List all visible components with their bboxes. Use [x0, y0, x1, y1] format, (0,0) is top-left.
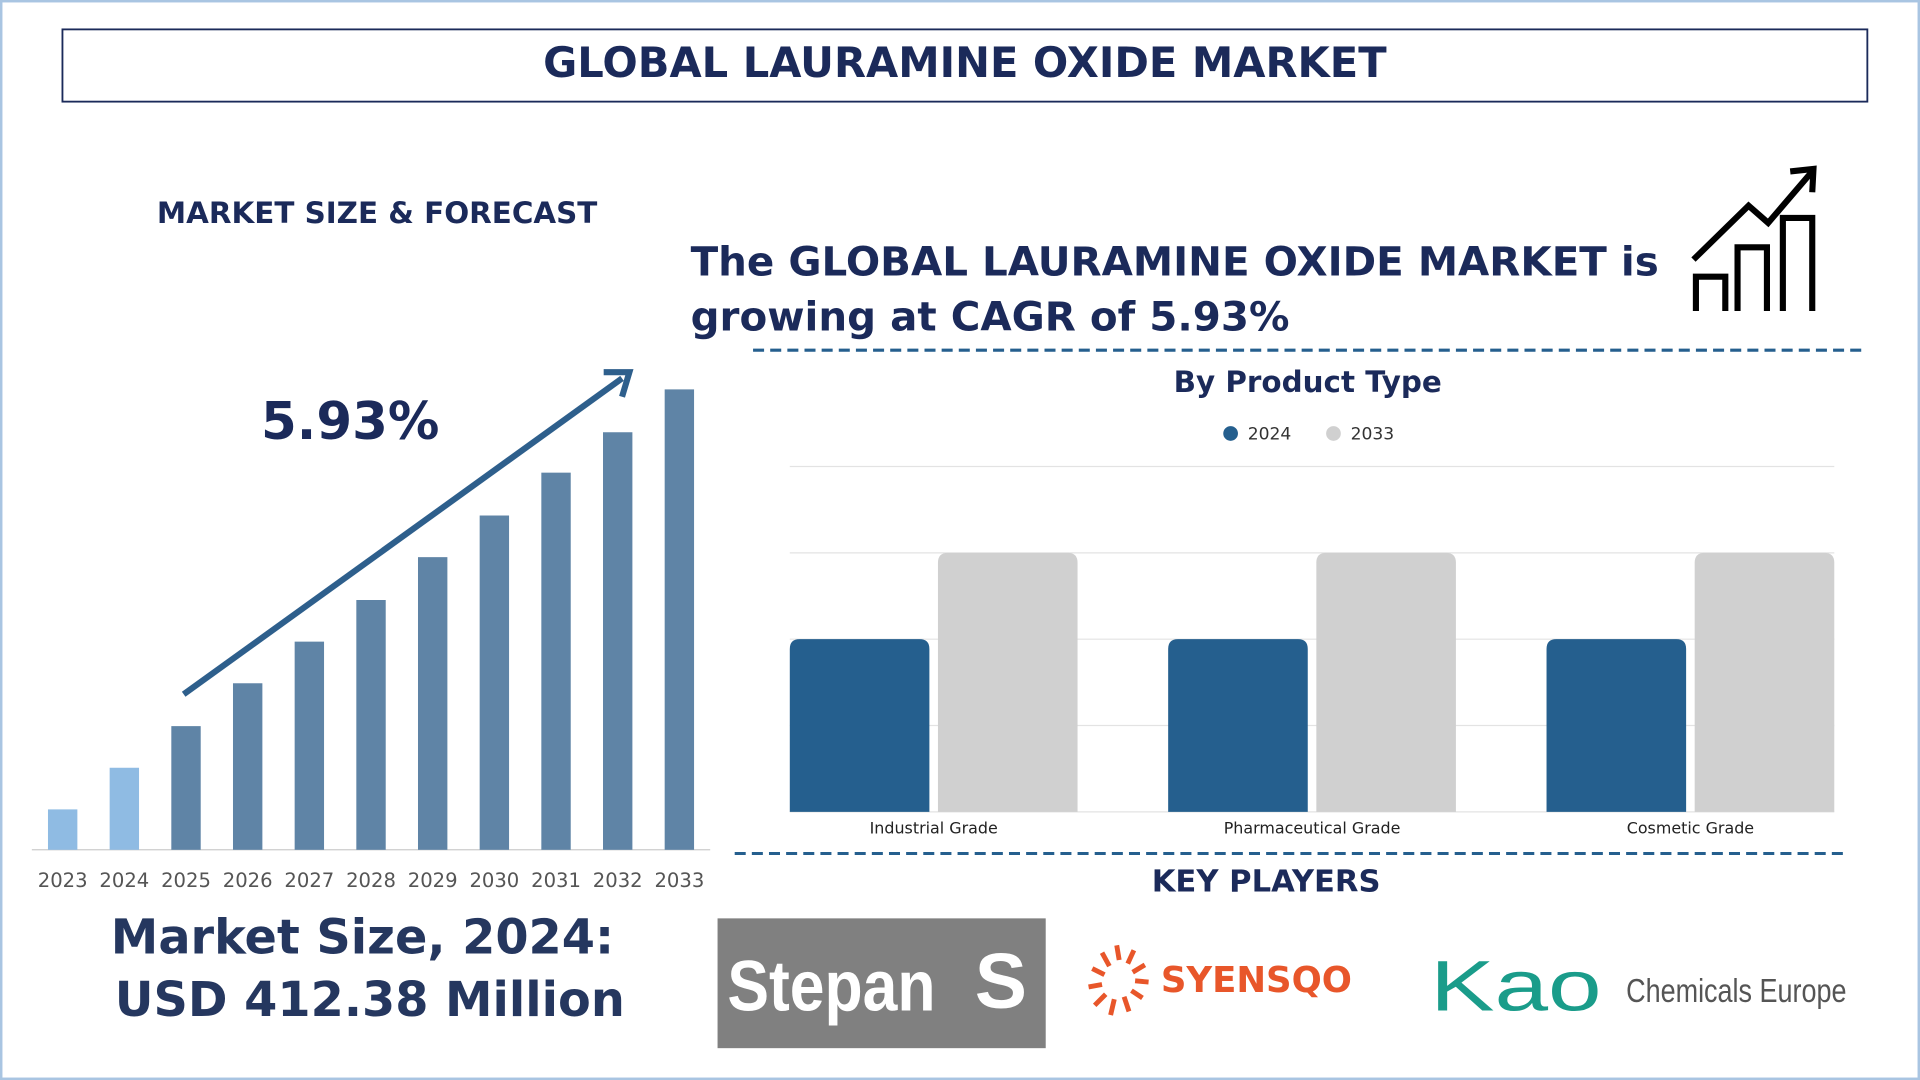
header-box — [61, 28, 1869, 103]
bar — [417, 557, 448, 850]
bar — [937, 552, 1078, 812]
x-tick-label: 2032 — [593, 869, 643, 892]
cagr-annotation: 5.93% — [261, 392, 439, 452]
legend-swatch — [1326, 426, 1341, 441]
trend-arrow — [181, 375, 624, 697]
market-size: USD 412.38 Million — [115, 973, 625, 1028]
x-tick-label: 2033 — [654, 869, 704, 892]
x-tick-label: 2030 — [469, 869, 519, 892]
logo-text: Kao — [1430, 948, 1601, 1027]
x-tick-label: Pharmaceutical Grade — [1224, 818, 1401, 837]
bar — [232, 683, 263, 850]
x-tick-label: Cosmetic Grade — [1627, 818, 1754, 837]
bar — [1168, 639, 1308, 812]
logo-text: SYENSQO — [1161, 960, 1352, 1001]
growth-icon — [1691, 165, 1817, 312]
bar — [603, 432, 633, 850]
bar — [47, 809, 78, 850]
bar — [171, 726, 201, 850]
x-tick-label: 2027 — [284, 869, 334, 892]
x-tick-label: 2025 — [161, 869, 211, 892]
bar — [789, 639, 930, 812]
x-tick-label: 2026 — [223, 869, 273, 892]
syensqo-burst — [1088, 944, 1149, 1016]
chart-title: By Product Type — [1174, 365, 1442, 399]
x-tick-label: 2031 — [531, 869, 581, 892]
bar — [294, 641, 325, 850]
stepan-s-icon: S — [975, 937, 1027, 1025]
legend-label: 2024 — [1248, 425, 1292, 445]
key-players-title: KEY PLAYERS — [1152, 864, 1381, 899]
section-heading: MARKET SIZE & FORECAST — [157, 196, 597, 230]
bar — [1546, 639, 1687, 812]
x-tick-label: 2023 — [38, 869, 88, 892]
header-title: GLOBAL LAURAMINE OXIDE MARKET — [543, 38, 1387, 87]
logo-text: Chemicals Europe — [1626, 973, 1846, 1010]
bar — [1694, 552, 1835, 812]
trend-arrow — [603, 369, 634, 398]
bar — [109, 767, 140, 850]
legend-label: 2033 — [1351, 425, 1395, 445]
stepan-logo-bg — [717, 918, 1046, 1049]
legend-swatch — [1223, 426, 1238, 441]
bar — [356, 600, 386, 850]
x-tick-label: Industrial Grade — [870, 818, 998, 837]
bar — [541, 472, 571, 850]
bar — [664, 389, 695, 850]
x-tick-label: 2024 — [99, 869, 149, 892]
cagr-statement: The GLOBAL LAURAMINE OXIDE MARKET is — [691, 237, 1659, 285]
logo-text: Stepan — [727, 948, 935, 1027]
cagr-statement: growing at CAGR of 5.93% — [691, 293, 1290, 341]
bar — [1316, 552, 1456, 812]
x-tick-label: 2028 — [346, 869, 396, 892]
market-size: Market Size, 2024: — [111, 910, 614, 965]
bar — [479, 515, 510, 850]
x-tick-label: 2029 — [408, 869, 458, 892]
